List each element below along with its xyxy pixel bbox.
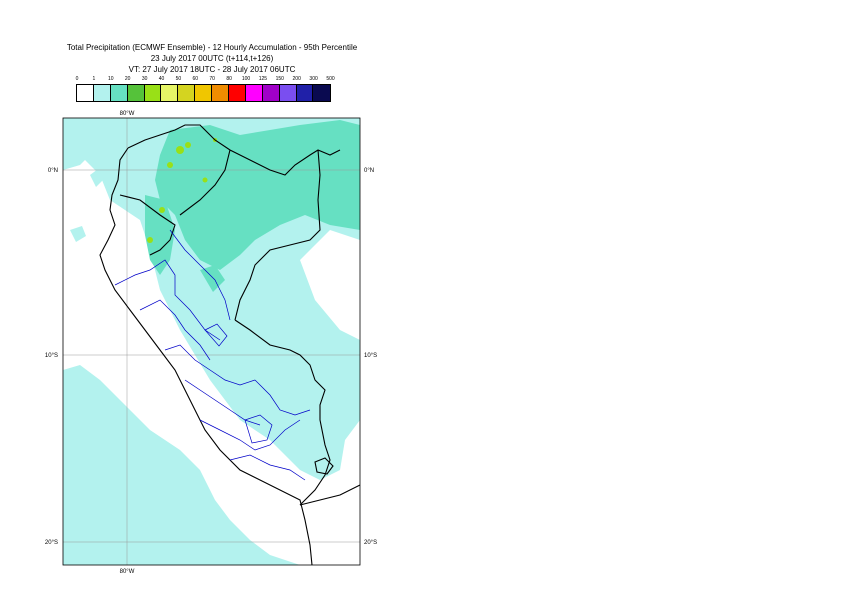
lat-label-right-10: 10°S bbox=[364, 353, 377, 359]
legend-label: 60 bbox=[192, 76, 199, 82]
legend-label: 30 bbox=[141, 76, 148, 82]
legend-label: 200 bbox=[292, 76, 301, 82]
legend-swatch bbox=[93, 85, 111, 101]
graticule bbox=[63, 118, 360, 565]
lat-label-right-20: 20°S bbox=[364, 540, 377, 546]
legend-label: 0 bbox=[75, 76, 79, 82]
legend-swatch bbox=[110, 85, 128, 101]
legend-swatch bbox=[313, 85, 331, 101]
legend-labels: 0 1 10 20 30 40 50 60 70 80 100 125 150 200 300 500 bbox=[76, 76, 348, 84]
legend-swatch bbox=[279, 85, 297, 101]
legend-label: 10 bbox=[108, 76, 114, 82]
legend-label: 80 bbox=[226, 76, 232, 82]
lon-label-bottom: 80°W bbox=[120, 569, 135, 575]
chart-title: Total Precipitation (ECMWF Ensemble) - 1… bbox=[0, 42, 424, 75]
legend-swatch bbox=[178, 85, 196, 101]
legend-label: 1 bbox=[92, 76, 96, 82]
legend-swatch bbox=[296, 85, 314, 101]
medium-precip-areas bbox=[145, 120, 360, 292]
region-borders bbox=[114, 229, 311, 481]
lon-label-top: 80°W bbox=[120, 111, 135, 117]
lat-label-left-10: 10°S bbox=[45, 353, 58, 359]
lat-label-left-20: 20°S bbox=[45, 540, 58, 546]
title-line-2: 23 July 2017 00UTC (t+114,t+126) bbox=[150, 54, 274, 63]
legend-label: 20 bbox=[124, 76, 131, 82]
legend-swatch bbox=[262, 85, 280, 101]
color-legend: 0 1 10 20 30 40 50 60 70 80 100 125 150 200 300 500 bbox=[76, 76, 348, 102]
legend-label: 300 bbox=[309, 76, 318, 82]
legend-label: 100 bbox=[241, 76, 251, 82]
map-frame bbox=[62, 117, 361, 566]
lat-label-right-0: 0°N bbox=[364, 168, 374, 174]
heavy-precip-areas bbox=[147, 138, 217, 243]
legend-label: 50 bbox=[175, 76, 182, 82]
title-line-3: VT: 27 July 2017 18UTC - 28 July 2017 06… bbox=[128, 65, 296, 74]
legend-label: 40 bbox=[158, 76, 165, 82]
legend-swatch bbox=[127, 85, 145, 101]
legend-swatches bbox=[76, 84, 332, 102]
lat-label-left-0: 0°N bbox=[48, 168, 58, 174]
legend-label: 125 bbox=[258, 76, 268, 82]
country-borders bbox=[99, 124, 360, 565]
legend-label: 70 bbox=[209, 76, 215, 82]
legend-swatch bbox=[245, 85, 263, 101]
legend-label: 150 bbox=[275, 76, 284, 82]
legend-swatch bbox=[144, 85, 162, 101]
legend-swatch bbox=[212, 85, 230, 101]
legend-swatch bbox=[77, 85, 94, 101]
legend-label: 500 bbox=[326, 76, 335, 82]
legend-swatch bbox=[161, 85, 179, 101]
title-line-1: Total Precipitation (ECMWF Ensemble) - 1… bbox=[66, 43, 358, 52]
legend-swatch bbox=[195, 85, 213, 101]
legend-swatch bbox=[229, 85, 246, 101]
